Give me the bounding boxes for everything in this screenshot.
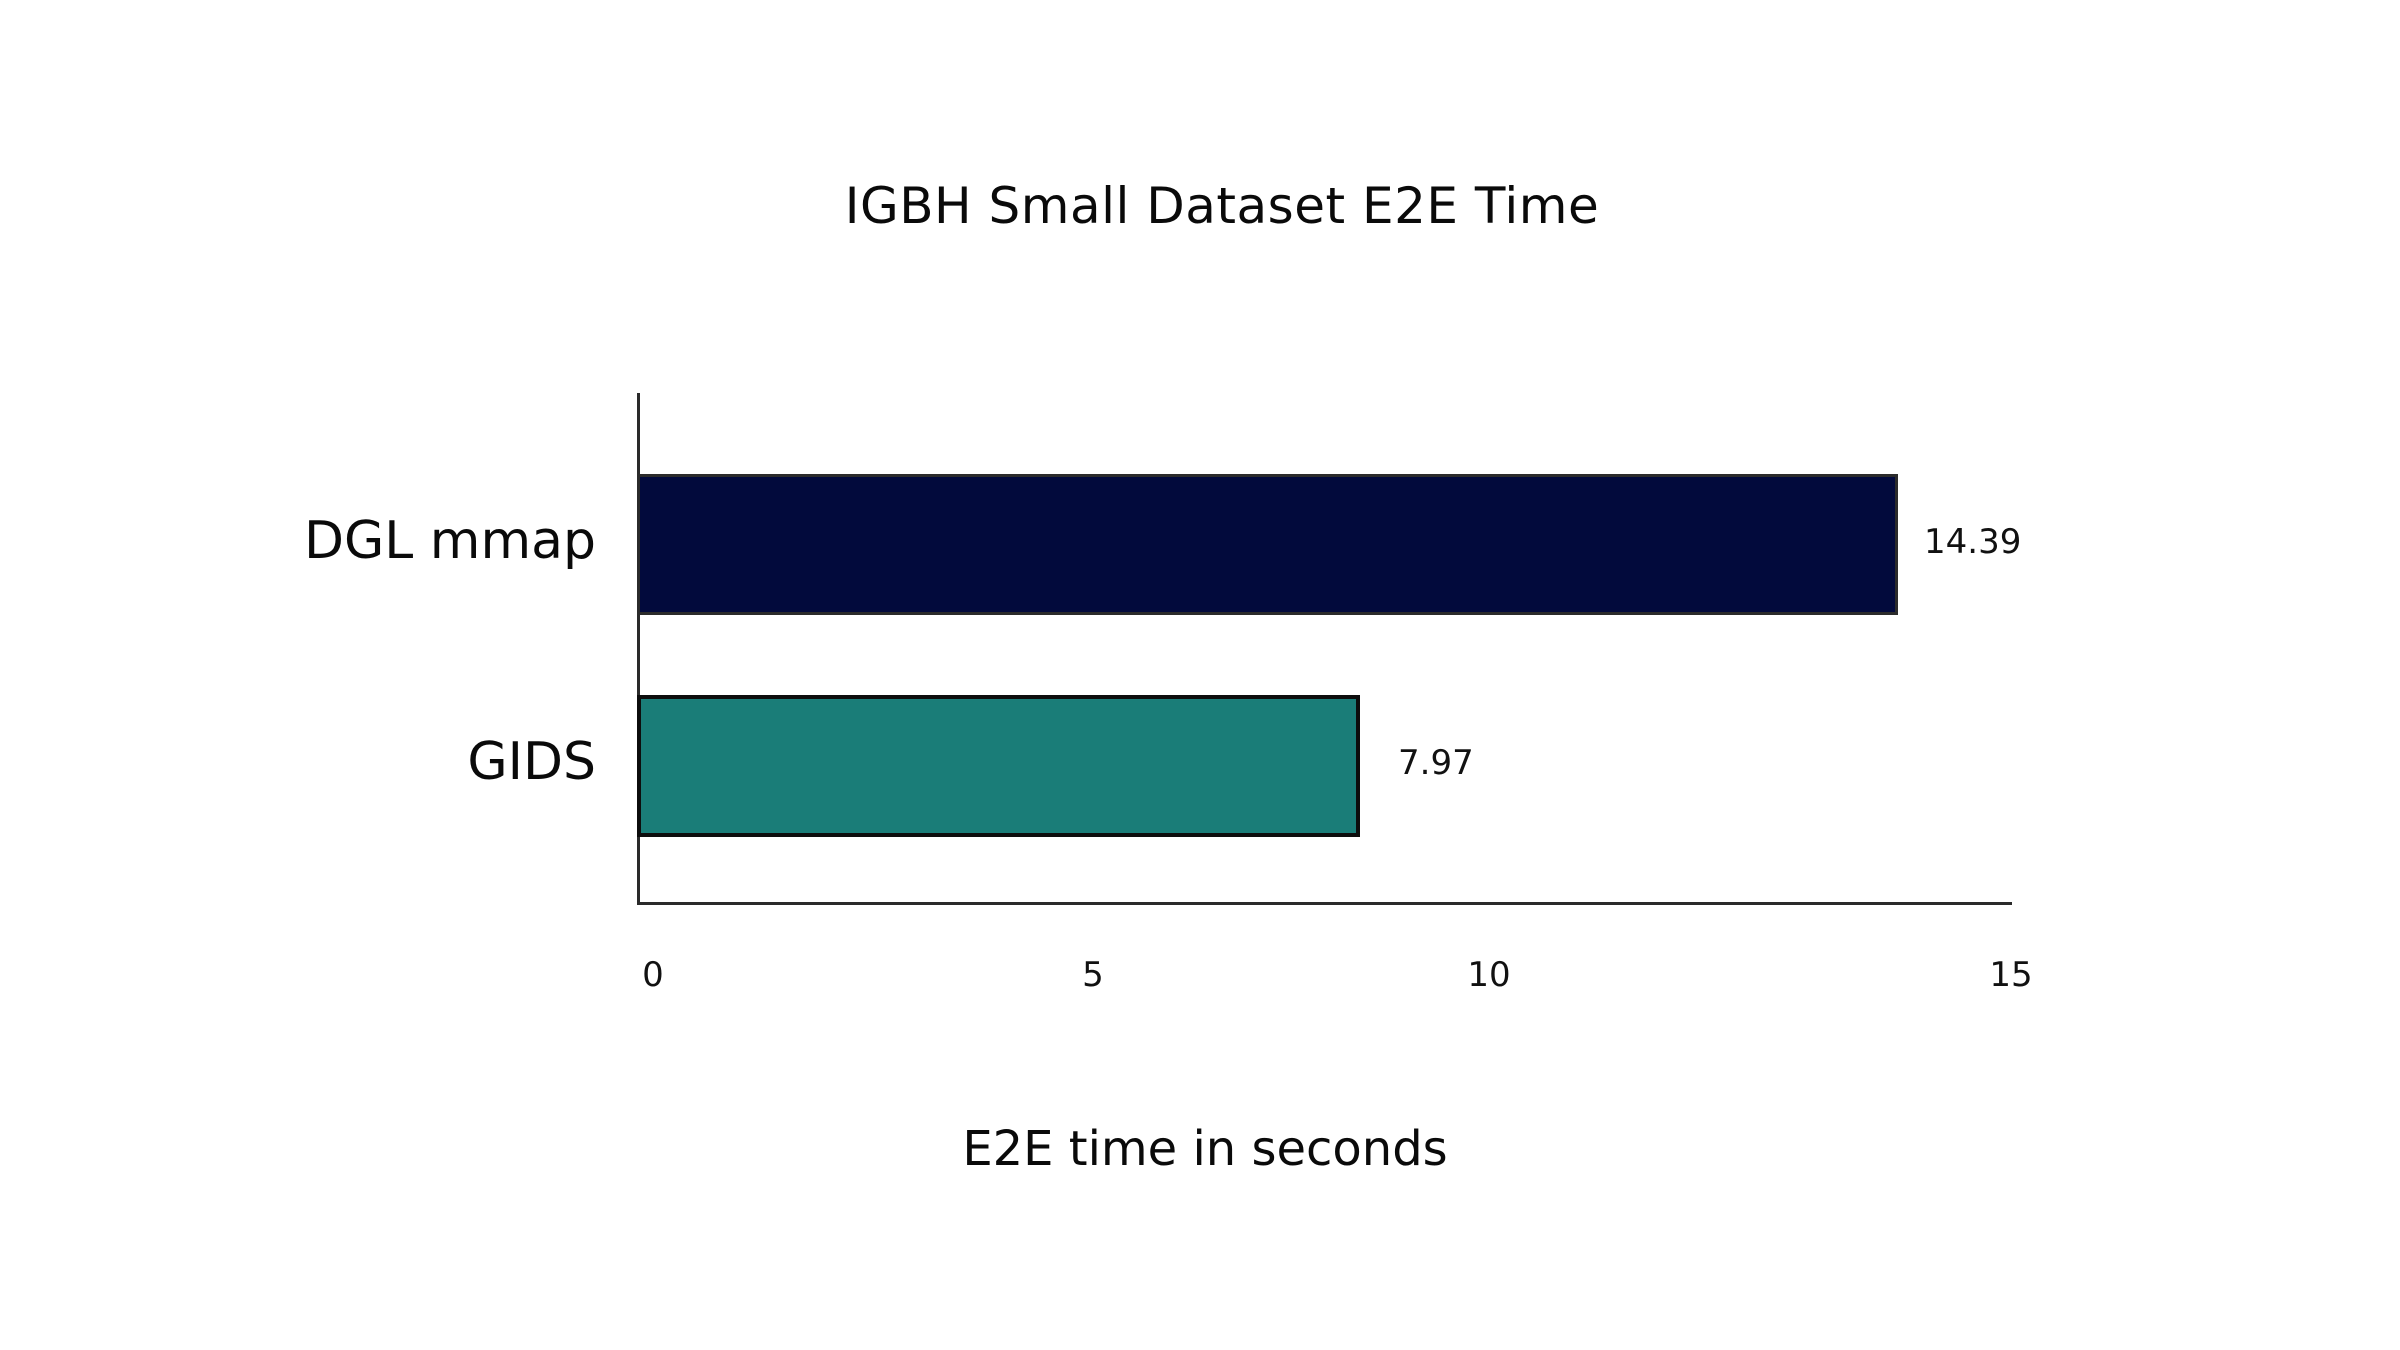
- x-axis-title: E2E time in seconds: [962, 1121, 1448, 1177]
- x-tick-label-5: 5: [1082, 955, 1104, 995]
- value-label-gids: 7.97: [1398, 743, 1474, 783]
- y-axis-line: [637, 393, 640, 905]
- bar-dgl-mmap: [637, 474, 1898, 615]
- x-tick-label-15: 15: [1989, 955, 2033, 995]
- x-axis-line: [637, 902, 2012, 905]
- value-label-dgl-mmap: 14.39: [1924, 522, 2022, 562]
- bar-gids: [637, 695, 1360, 837]
- chart-title: IGBH Small Dataset E2E Time: [844, 177, 1600, 235]
- x-tick-label-10: 10: [1467, 955, 1511, 995]
- category-label-dgl-mmap: DGL mmap: [303, 511, 596, 571]
- x-tick-label-0: 0: [642, 955, 664, 995]
- category-label-gids: GIDS: [467, 732, 596, 792]
